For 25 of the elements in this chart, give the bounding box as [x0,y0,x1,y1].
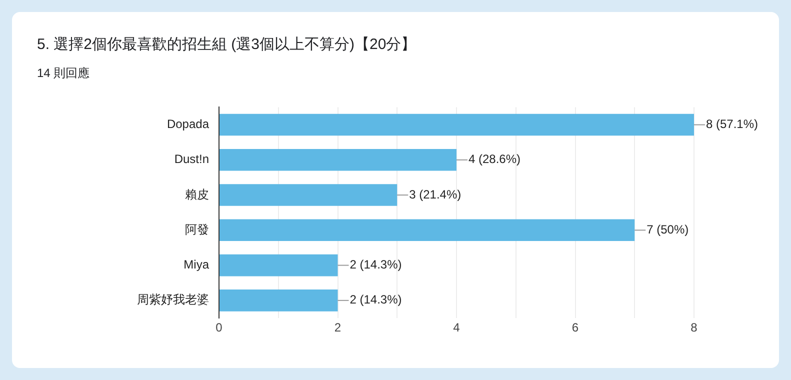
data-label: 7 (50%) [646,222,689,236]
bar [220,219,635,242]
bar [220,149,456,171]
bar [220,290,338,312]
data-label: 2 (14.3%) [350,258,402,272]
data-label: 2 (14.3%) [350,292,402,307]
y-tick-label: Dopada [166,117,210,132]
y-tick-label: Miya [184,258,210,272]
x-tick-label: 4 [453,320,460,335]
x-tick-label: 0 [216,320,223,335]
y-tick-label: 阿發 [185,222,209,236]
data-label: 3 (21.4%) [409,187,462,202]
y-tick-label: Dust!n [174,152,209,166]
data-label: 4 (28.6%) [468,152,521,166]
bar [220,184,398,206]
bar [220,114,694,136]
x-tick-label: 2 [334,320,342,335]
bar [220,254,338,276]
y-tick-label: 周紫妤我老婆 [137,292,209,307]
x-tick-label: 6 [572,320,579,335]
text: 14 則回應 [37,65,90,82]
y-tick-label: 賴皮 [185,187,209,202]
x-tick-label: 8 [690,320,698,335]
data-label: 8 (57.1%) [706,117,758,132]
chart-title: 5. 選擇2個你最喜歡的招生組 (選3個以上不算分)【20分】 [37,35,416,54]
